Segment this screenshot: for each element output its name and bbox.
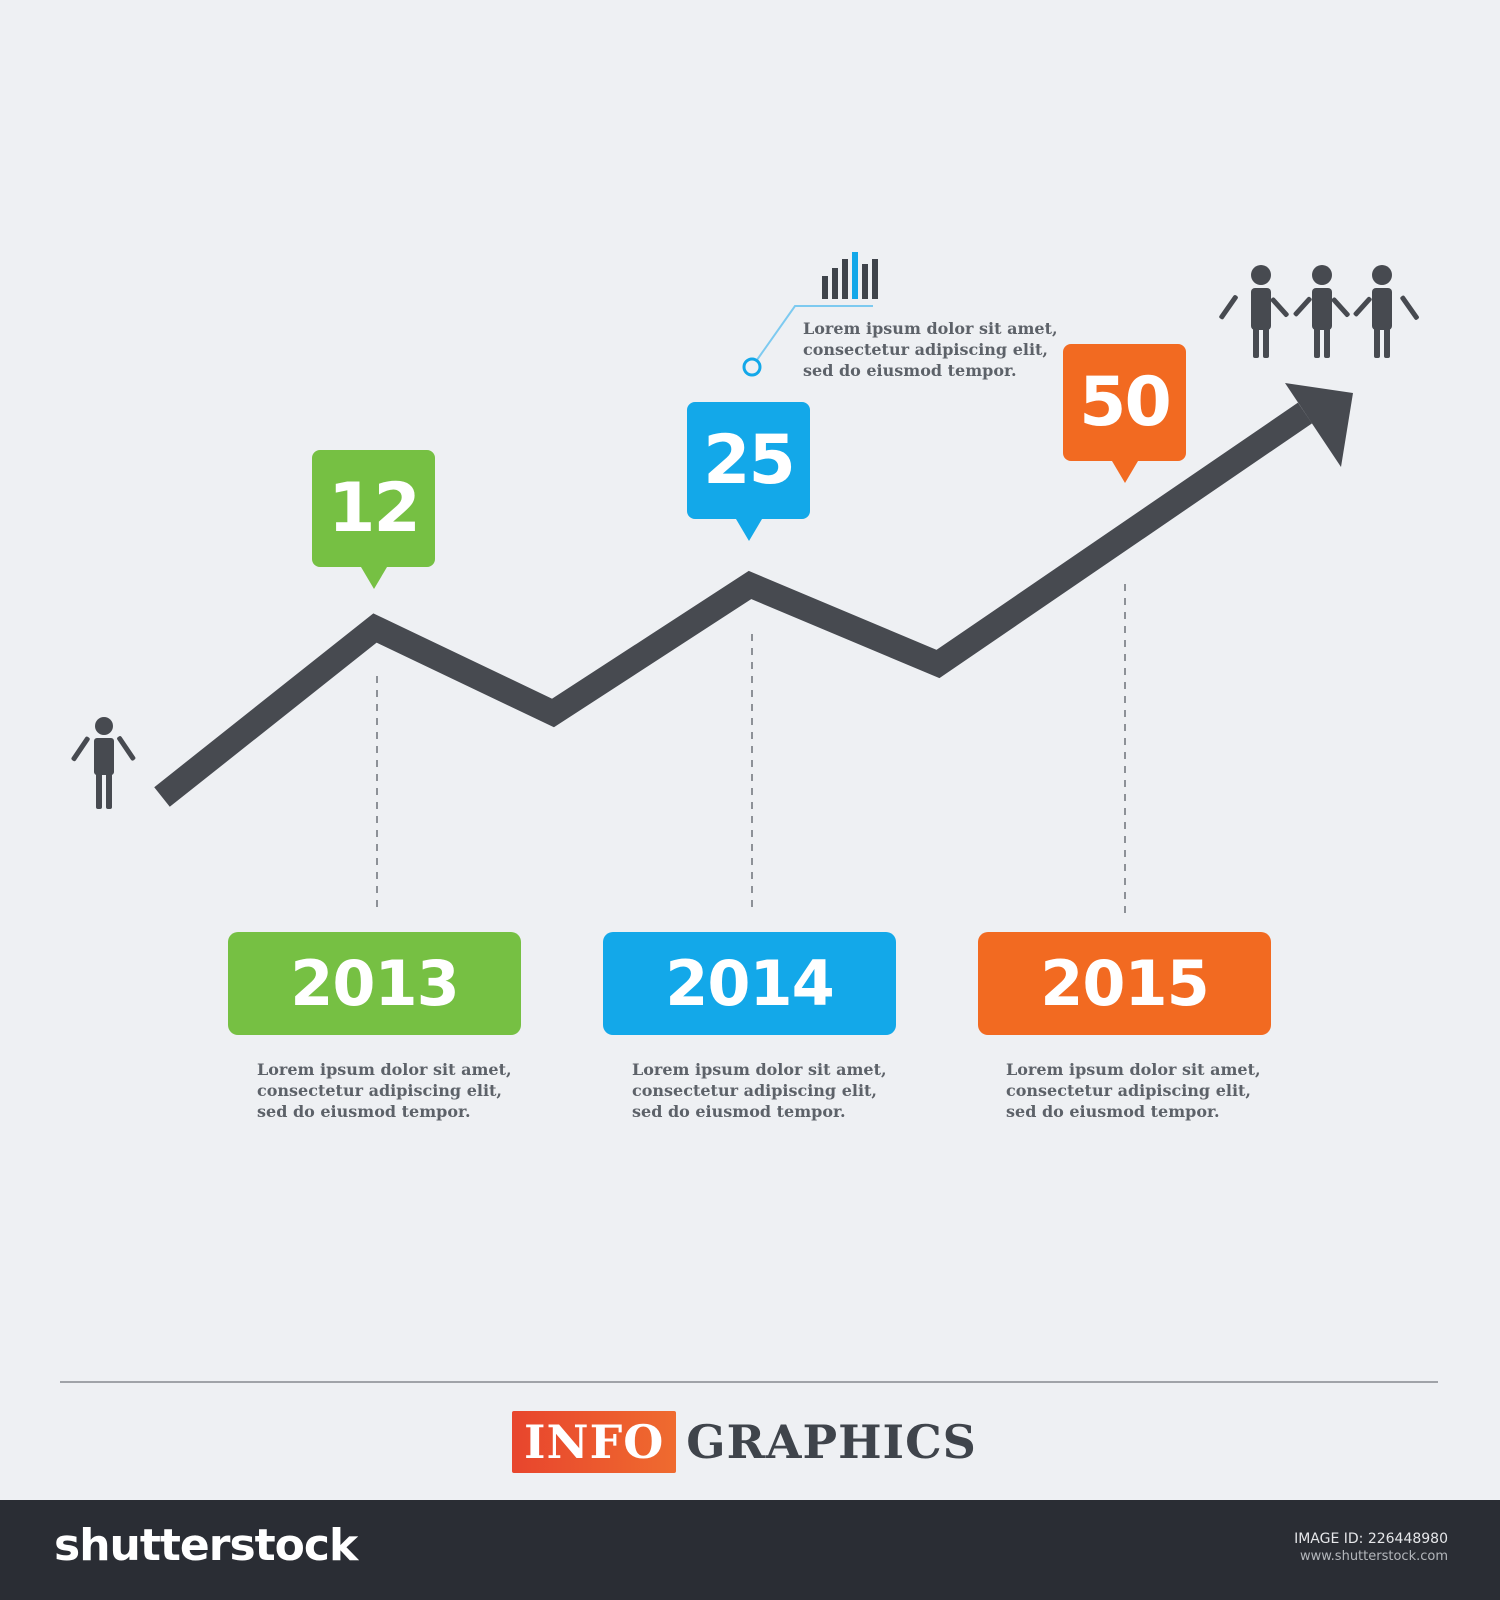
year-label-2013: 2013	[290, 947, 460, 1020]
top-note-leader	[742, 305, 873, 377]
footer-brand: shutterstock	[54, 1520, 358, 1571]
value-label-2015: 50	[1079, 363, 1172, 442]
caption-2014-line-3: sed do eiusmod tempor.	[632, 1102, 846, 1121]
value-bubble-2015: 50	[1063, 344, 1186, 461]
year-label-2015: 2015	[1040, 947, 1210, 1020]
info-text: INFO	[524, 1415, 665, 1469]
value-bubble-2014: 25	[687, 402, 810, 519]
infographic-svg	[71, 252, 1419, 914]
top-caption-line-2: consectetur adipiscing elit,	[803, 340, 1048, 359]
caption-2015-line-3: sed do eiusmod tempor.	[1006, 1102, 1220, 1121]
image-id-text: IMAGE ID: 226448980	[1294, 1531, 1448, 1547]
year-box-2014: 2014	[603, 932, 896, 1035]
person-icon	[71, 717, 136, 809]
infographic-canvas: 12 25 50 Lorem ipsum dolor sit amet, con…	[0, 0, 1500, 1500]
bar-chart-icon	[822, 252, 878, 299]
trend-line	[154, 402, 1313, 807]
footer-image-info: IMAGE ID: 226448980 www.shutterstock.com	[1294, 1530, 1448, 1566]
caption-2014: Lorem ipsum dolor sit amet, consectetur …	[632, 1059, 892, 1122]
value-label-2014: 25	[703, 421, 796, 500]
bottom-divider	[60, 1381, 1438, 1383]
infographics-logo: INFO GRAPHICS	[512, 1410, 977, 1474]
group-of-people-icon	[1219, 265, 1419, 358]
caption-2014-line-1: Lorem ipsum dolor sit amet,	[632, 1060, 887, 1079]
caption-2013-line-1: Lorem ipsum dolor sit amet,	[257, 1060, 512, 1079]
year-box-2013: 2013	[228, 932, 521, 1035]
footer-bar: shutterstock IMAGE ID: 226448980 www.shu…	[0, 1500, 1500, 1600]
caption-2013: Lorem ipsum dolor sit amet, consectetur …	[257, 1059, 517, 1122]
caption-2015-line-2: consectetur adipiscing elit,	[1006, 1081, 1251, 1100]
info-badge: INFO	[512, 1411, 677, 1473]
trend-arrowhead	[1285, 383, 1353, 467]
top-caption-line-3: sed do eiusmod tempor.	[803, 361, 1017, 380]
year-box-2015: 2015	[978, 932, 1271, 1035]
caption-2013-line-3: sed do eiusmod tempor.	[257, 1102, 471, 1121]
value-label-2013: 12	[328, 469, 421, 548]
top-caption: Lorem ipsum dolor sit amet, consectetur …	[803, 318, 1063, 381]
graphics-text: GRAPHICS	[686, 1415, 977, 1469]
dashed-connectors	[376, 584, 1126, 914]
caption-2015-line-1: Lorem ipsum dolor sit amet,	[1006, 1060, 1261, 1079]
top-caption-line-1: Lorem ipsum dolor sit amet,	[803, 319, 1058, 338]
caption-2013-line-2: consectetur adipiscing elit,	[257, 1081, 502, 1100]
year-label-2014: 2014	[665, 947, 835, 1020]
caption-2014-line-2: consectetur adipiscing elit,	[632, 1081, 877, 1100]
footer-url[interactable]: www.shutterstock.com	[1299, 1549, 1448, 1564]
caption-2015: Lorem ipsum dolor sit amet, consectetur …	[1006, 1059, 1266, 1122]
value-bubble-2013: 12	[312, 450, 435, 567]
